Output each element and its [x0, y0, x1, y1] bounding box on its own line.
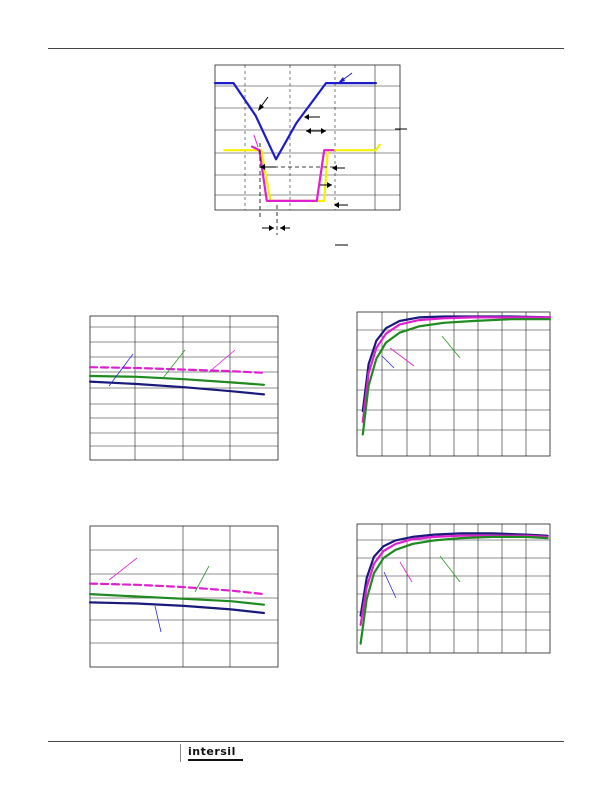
- pointer-magenta: [399, 561, 413, 583]
- series-line-1: [361, 316, 552, 423]
- series-line-2: [359, 535, 549, 645]
- series-line-1: [359, 534, 549, 627]
- grid-lines: [357, 524, 550, 653]
- plot-frame: [89, 525, 279, 668]
- series-line-1: [223, 143, 381, 202]
- pointer-magenta: [208, 349, 236, 373]
- pointer-green: [194, 565, 210, 593]
- grid-lines: [357, 312, 550, 456]
- header-rule: [48, 48, 564, 49]
- grid-lines: [215, 65, 400, 210]
- pointer-green: [439, 555, 461, 583]
- graph-top-left-figure: [88, 315, 279, 461]
- interval-arrowhead-l: [306, 128, 311, 134]
- series-line-2: [361, 318, 552, 436]
- plot-border: [89, 525, 279, 668]
- pointer-blue: [383, 571, 397, 599]
- arrow-magenta: [253, 134, 259, 148]
- timing-waveform-figure: [213, 64, 407, 246]
- plot-border: [356, 523, 551, 654]
- series-line-0: [213, 82, 377, 161]
- annotations: [108, 349, 236, 387]
- pointer-green: [162, 349, 186, 379]
- series-lines: [361, 315, 552, 436]
- series-line-1: [88, 592, 265, 606]
- annotations: [381, 335, 461, 369]
- pointer-green: [441, 335, 461, 359]
- arrowhead-blue-top: [338, 77, 345, 83]
- series-line-0: [88, 582, 265, 596]
- series-lines: [88, 366, 265, 396]
- series-line-1: [88, 374, 265, 386]
- arrowhead-black-right-1: [332, 165, 337, 171]
- series-lines: [359, 532, 549, 645]
- series-line-0: [88, 366, 265, 374]
- interval-bottom-arrow-l: [269, 225, 274, 231]
- pointer-magenta: [389, 347, 415, 367]
- arrowhead-black-left: [258, 104, 264, 111]
- pointer-magenta: [108, 557, 138, 581]
- logo-divider: [180, 744, 181, 762]
- arrowhead-black-mid: [304, 114, 309, 120]
- annotations: [383, 555, 461, 599]
- plot-frame: [214, 64, 401, 211]
- footer-rule: [48, 741, 564, 742]
- intersil-logo: intersil: [180, 744, 250, 766]
- arrowhead-black-right-2: [327, 182, 332, 188]
- interval-arrowhead-r: [321, 128, 326, 134]
- plot-border: [214, 64, 401, 211]
- series-line-2: [88, 380, 265, 396]
- pointer-blue: [108, 353, 134, 387]
- series-line-2: [250, 145, 335, 202]
- pointer-blue: [381, 355, 395, 369]
- graph-bottom-right-figure: [356, 523, 551, 654]
- logo-text: intersil: [188, 745, 236, 758]
- logo-underline: [188, 759, 243, 761]
- series-lines: [88, 582, 265, 615]
- plot-frame: [356, 523, 551, 654]
- interval-bottom-arrow-r: [280, 225, 285, 231]
- plot-border: [356, 311, 551, 457]
- graph-bottom-left-figure: [88, 525, 279, 668]
- annotations: [108, 557, 210, 633]
- arrowhead-black-right-3: [334, 202, 339, 208]
- plot-frame: [356, 311, 551, 457]
- annotations: [253, 72, 407, 246]
- pointer-blue: [154, 605, 162, 633]
- series-line-2: [88, 601, 265, 615]
- graph-top-right-figure: [356, 311, 552, 457]
- series-lines: [213, 82, 381, 202]
- series-line-0: [359, 532, 549, 617]
